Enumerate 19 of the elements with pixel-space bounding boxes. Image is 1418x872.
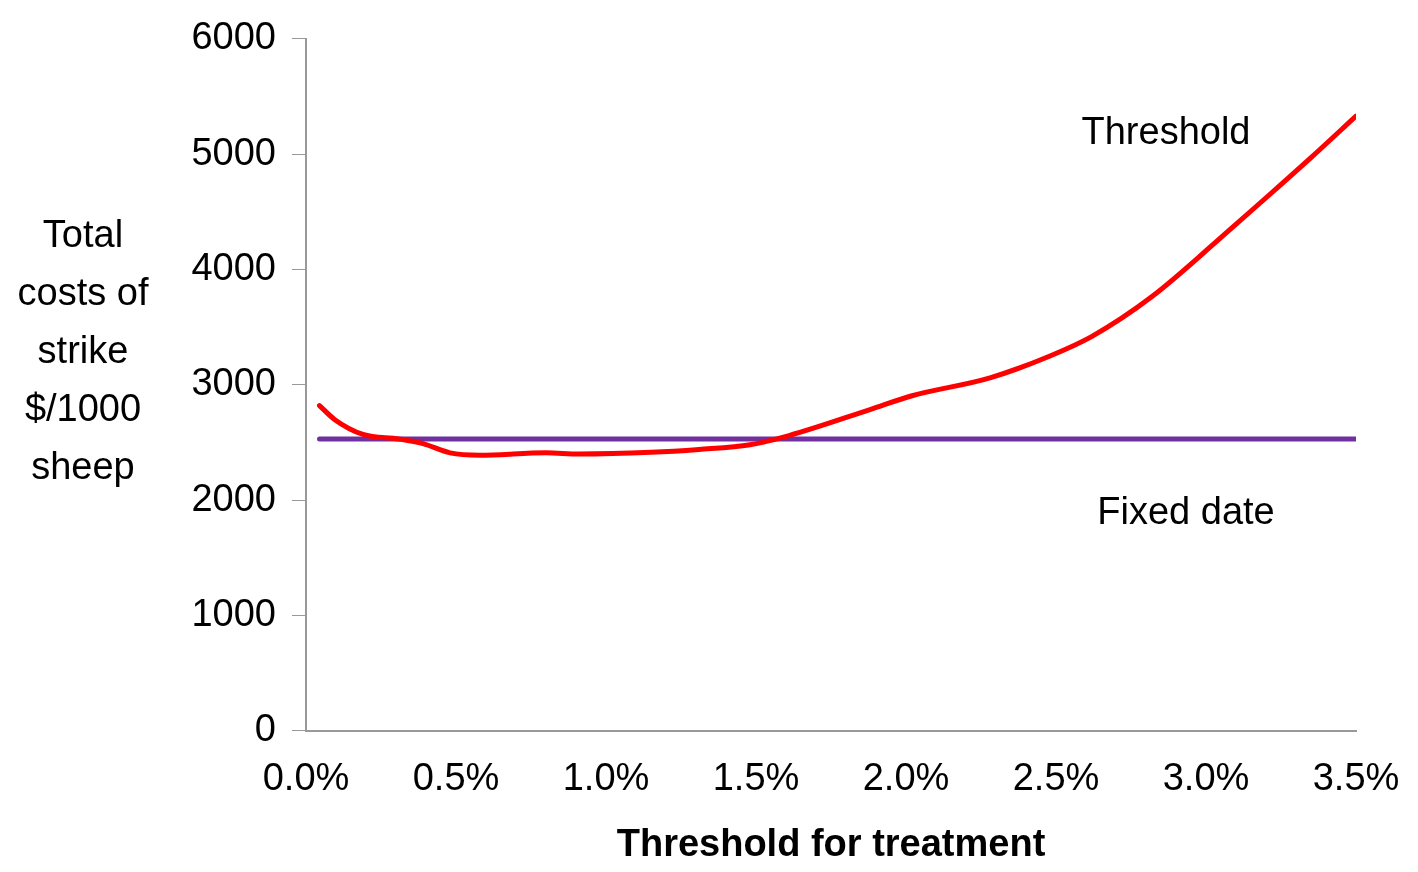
- x-tick-label: 1.5%: [712, 756, 800, 799]
- x-tick-label: 2.0%: [862, 756, 950, 799]
- x-tick-label: 3.5%: [1312, 756, 1400, 799]
- x-tick-label: 1.0%: [562, 756, 650, 799]
- x-axis-title: Threshold for treatment: [616, 821, 1046, 864]
- x-tick-label: 0.5%: [412, 756, 500, 799]
- series-label: Threshold: [1081, 110, 1251, 153]
- x-tick-label: 2.5%: [1012, 756, 1100, 799]
- y-tick-label: 6000: [191, 15, 276, 58]
- y-tick-label: 3000: [191, 361, 276, 404]
- y-tick-label: 1000: [191, 591, 276, 634]
- x-tick-label: 3.0%: [1162, 756, 1250, 799]
- x-tick-label: 0.0%: [262, 756, 350, 799]
- y-tick-label: 4000: [191, 245, 276, 288]
- y-axis-title: Total costs of strike $/1000 sheep: [16, 212, 150, 489]
- y-tick-label: 2000: [191, 476, 276, 519]
- series-label: Fixed date: [1097, 490, 1275, 533]
- y-tick-label: 0: [254, 707, 276, 750]
- y-tick-label: 5000: [191, 130, 276, 173]
